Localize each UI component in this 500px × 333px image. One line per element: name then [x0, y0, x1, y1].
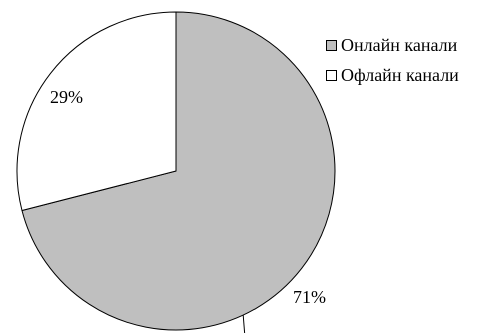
legend-item-online: Онлайн канали: [326, 30, 459, 60]
data-label-offline: 29%: [50, 87, 83, 107]
legend-item-offline: Офлайн канали: [326, 60, 459, 90]
legend: Онлайн канали Офлайн канали: [326, 30, 459, 90]
legend-swatch-offline: [326, 69, 337, 81]
legend-label-offline: Офлайн канали: [341, 64, 459, 85]
legend-swatch-online: [326, 39, 337, 51]
data-label-online: 71%: [293, 287, 326, 307]
legend-label-online: Онлайн канали: [341, 34, 458, 55]
slice-offline: [16, 11, 177, 212]
leader-line-online: [242, 315, 246, 333]
slice-online: [21, 11, 336, 331]
